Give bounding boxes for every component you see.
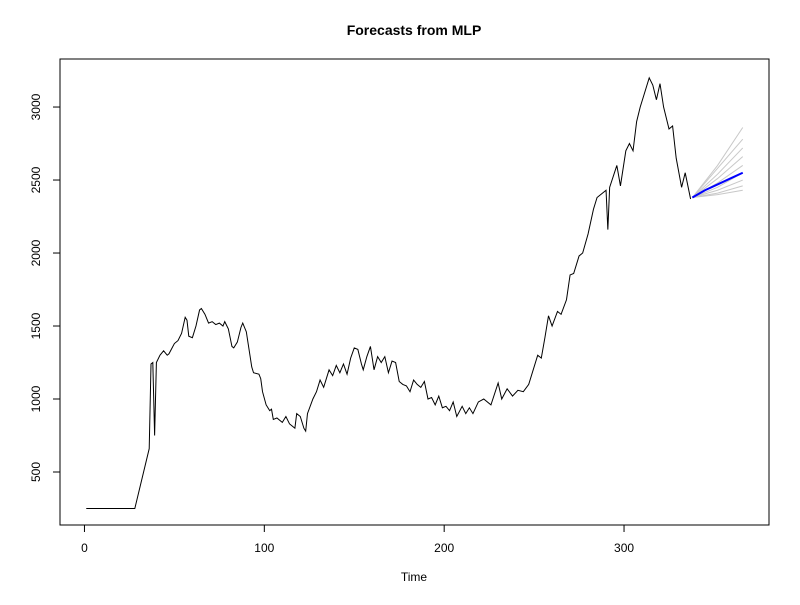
- chart-title: Forecasts from MLP: [347, 22, 482, 38]
- series-line: [692, 189, 743, 199]
- y-tick-label: 2000: [29, 239, 43, 266]
- y-tick-label: 1500: [29, 312, 43, 339]
- y-tick-label: 2500: [29, 166, 43, 193]
- series-line: [692, 138, 744, 198]
- series-line: [692, 156, 744, 198]
- x-tick-label: 100: [254, 541, 274, 555]
- series-line: [692, 147, 744, 198]
- series-line: [692, 179, 743, 199]
- x-tick-label: 200: [434, 541, 454, 555]
- x-axis-label: Time: [401, 570, 428, 584]
- y-tick-label: 1000: [29, 385, 43, 412]
- series-line: [691, 171, 744, 199]
- x-tick-label: 0: [81, 541, 88, 555]
- series-line: [86, 76, 692, 509]
- x-tick-label: 300: [614, 541, 634, 555]
- y-tick-label: 3000: [29, 93, 43, 120]
- y-tick-label: 500: [29, 462, 43, 482]
- series-line: [691, 127, 744, 198]
- plot-frame: [59, 58, 770, 526]
